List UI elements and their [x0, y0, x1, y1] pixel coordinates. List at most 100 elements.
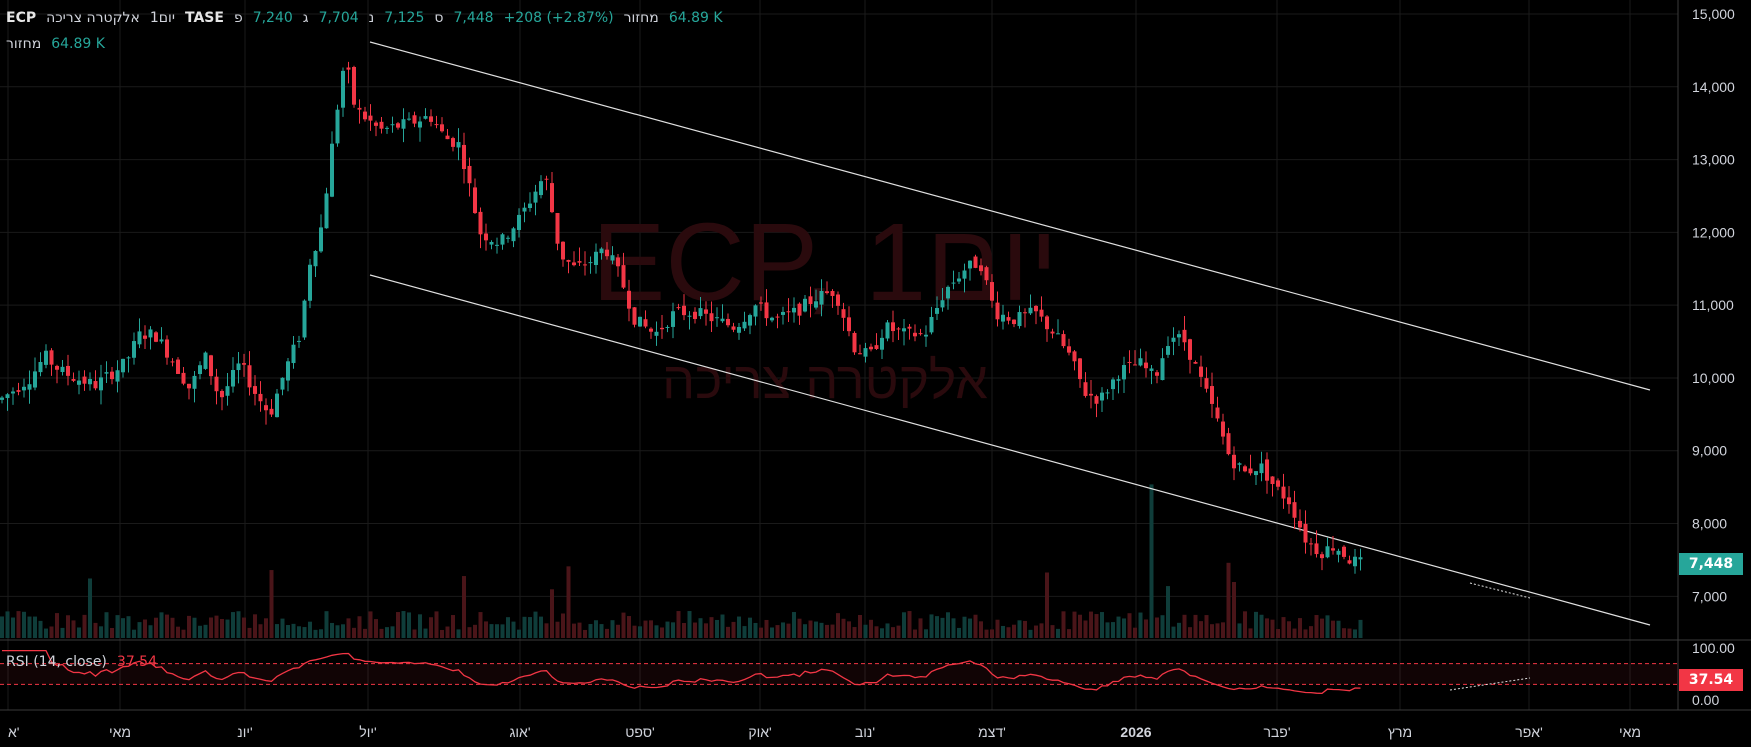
candle-body — [33, 371, 37, 388]
candle-body — [1149, 368, 1154, 371]
volume-bar — [731, 621, 736, 638]
volume-bar — [445, 626, 450, 638]
volume-bar — [115, 615, 120, 638]
volume-value: 64.89 K — [668, 10, 723, 26]
volume-bar — [715, 619, 719, 638]
rsi-trend-note-line[interactable] — [1449, 677, 1531, 691]
rsi-legend[interactable]: RSI (14, close) 37.54 — [6, 654, 157, 670]
volume-bar — [1012, 624, 1016, 638]
volume-bar — [698, 618, 703, 638]
volume-bar — [1320, 618, 1324, 638]
candle-body — [1342, 546, 1346, 557]
volume-bar — [929, 614, 934, 638]
candle-body — [1325, 546, 1330, 558]
candle-body — [38, 362, 43, 373]
volume-bar — [368, 611, 373, 638]
volume-bar — [319, 629, 323, 638]
volume-bar — [1314, 615, 1319, 638]
volume-bar — [49, 626, 54, 638]
candle-body — [1155, 372, 1159, 376]
rsi-scale-top: 100.00 — [1692, 640, 1735, 656]
volume-label: מחזור — [623, 10, 659, 26]
candle-body — [115, 370, 120, 382]
candle-body — [1067, 346, 1071, 353]
candle-body — [1243, 466, 1247, 472]
volume-bar — [1100, 612, 1104, 638]
candle-body — [22, 386, 26, 391]
candle-body — [396, 123, 400, 128]
volume-bar — [1078, 614, 1082, 638]
candle-body — [1028, 307, 1033, 314]
volume-bar — [1226, 562, 1231, 638]
candle-body — [71, 379, 76, 381]
volume-bar — [1072, 611, 1077, 638]
volume-bar — [165, 614, 169, 638]
volume-bar — [1171, 626, 1176, 638]
candle-body — [462, 144, 466, 170]
volume-bar — [1138, 612, 1143, 638]
volume-legend[interactable]: מחזור 64.89 K — [6, 36, 105, 52]
candle-body — [792, 307, 796, 313]
candle-body — [148, 329, 153, 338]
volume-bar — [396, 612, 400, 638]
volume-bar — [1287, 621, 1291, 638]
volume-bar — [143, 619, 147, 638]
candle-body — [1353, 556, 1357, 567]
candle-body — [808, 296, 813, 305]
candle-body — [643, 319, 648, 327]
volume-bar — [1067, 629, 1071, 638]
candle-body — [1320, 554, 1324, 559]
trend-channel-lower[interactable] — [369, 274, 1651, 626]
volume-bar — [110, 628, 114, 638]
candle-body — [27, 384, 32, 390]
last-price-tag: 7,448 — [1679, 552, 1743, 575]
volume-bar — [682, 623, 686, 638]
symbol-title[interactable]: ECP — [6, 10, 37, 26]
candle-body — [5, 394, 10, 399]
volume-bar — [401, 611, 406, 638]
volume-bar — [1050, 625, 1055, 638]
volume-bar — [253, 614, 257, 638]
candle-body — [775, 316, 780, 318]
volume-bar — [896, 625, 901, 638]
candle-body — [511, 228, 516, 242]
volume-bar — [412, 629, 417, 638]
candle-body — [929, 316, 934, 333]
candle-body — [385, 127, 389, 129]
volume-bar — [1331, 620, 1335, 638]
volume-bar — [269, 570, 274, 638]
candle-body — [1034, 305, 1038, 312]
volume-bar — [198, 625, 202, 638]
volume-bar — [1353, 629, 1357, 638]
volume-bar — [27, 616, 32, 638]
volume-bar — [1276, 629, 1280, 638]
rsi-scale-bottom: 0.00 — [1692, 692, 1719, 708]
candle-body — [247, 365, 252, 388]
trend-channel-upper[interactable] — [369, 41, 1651, 391]
candle-body — [572, 262, 576, 266]
volume-bar — [1089, 611, 1093, 638]
candle-body — [495, 244, 499, 246]
symbol-name: אלקטרה צריכה — [46, 10, 140, 26]
volume-bar — [1210, 624, 1214, 638]
volume-bar — [352, 627, 356, 638]
volume-bar — [1281, 617, 1286, 638]
candle-body — [1138, 358, 1143, 366]
candle-body — [814, 301, 818, 308]
rsi-line[interactable] — [2, 649, 1361, 695]
candle-body — [935, 308, 939, 314]
candle-body — [220, 390, 224, 398]
volume-bar — [374, 619, 378, 638]
candle-body — [1303, 523, 1308, 543]
volume-bar — [456, 629, 461, 638]
price-axis-label: 14,000 — [1692, 79, 1735, 95]
volume-bar — [1023, 620, 1027, 638]
volume-bar — [308, 621, 312, 638]
volume-bar — [621, 612, 626, 638]
interval-label[interactable]: 1יום — [149, 10, 175, 26]
close-value: 7,448 — [453, 10, 494, 26]
volume-bar — [918, 618, 923, 638]
candle-body — [522, 207, 527, 212]
